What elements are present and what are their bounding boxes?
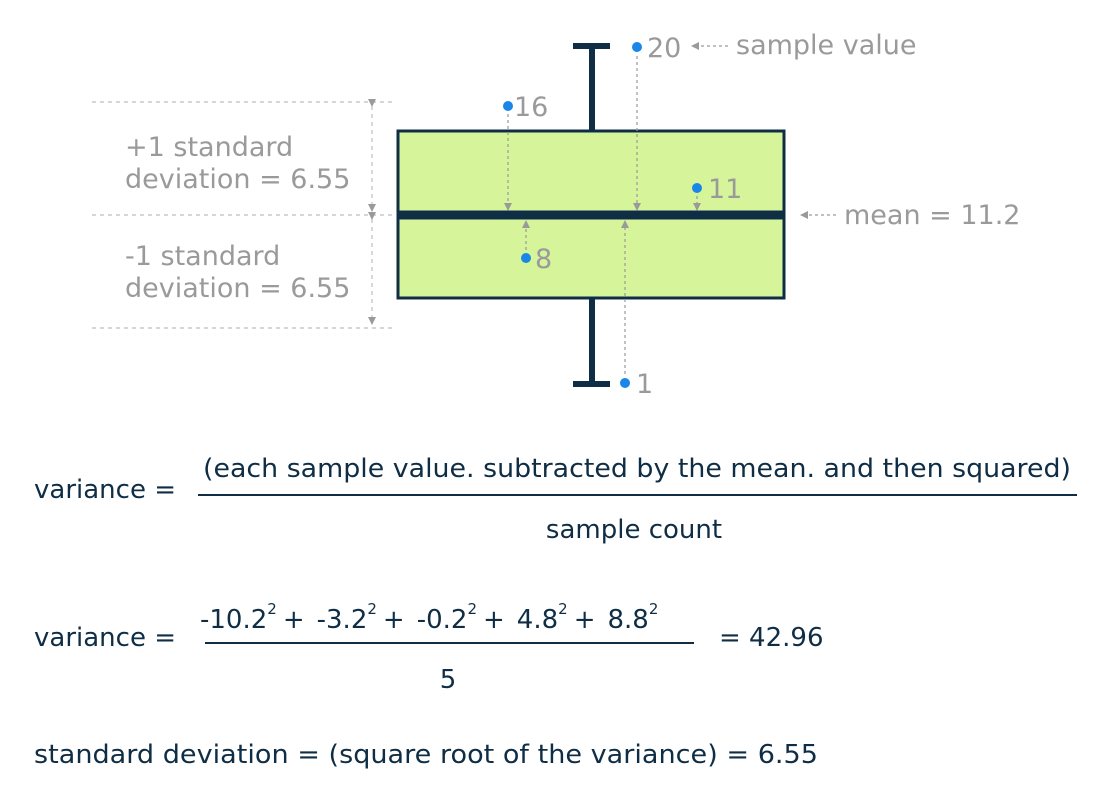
sample-label-11: 11 bbox=[708, 174, 742, 205]
sample-point-16 bbox=[503, 101, 513, 111]
sample-point-1 bbox=[620, 378, 630, 388]
term-4-exp: 2 bbox=[558, 600, 568, 618]
sample-point-8 bbox=[521, 253, 531, 263]
term-2-base: -3.2 bbox=[317, 605, 368, 635]
variance-label-2: variance = bbox=[34, 623, 176, 653]
sd-guides bbox=[92, 99, 392, 329]
sample-label-8: 8 bbox=[535, 244, 552, 275]
denominator-2: 5 bbox=[440, 665, 457, 695]
variance-formula-numeric: variance = -10.22 + -3.22 + -0.22 +4.82 +8.82 … bbox=[34, 600, 823, 695]
sample-value-annotation: sample value bbox=[736, 30, 917, 61]
variance-formula-general: variance = (each sample value. subtracte… bbox=[34, 454, 1077, 545]
variance-result: = 42.96 bbox=[719, 623, 823, 653]
numerator-2: -10.22 + -3.22 + -0.22 +4.82 +8.82 bbox=[200, 600, 658, 635]
plus-sd-label-line1: +1 standard bbox=[125, 132, 293, 163]
sample-label-1: 1 bbox=[636, 369, 653, 400]
annotations: sample value mean = 11.2 bbox=[736, 30, 1020, 231]
std-dev-formula: standard deviation = (square root of the… bbox=[34, 740, 818, 770]
term-2-exp: 2 bbox=[367, 600, 377, 618]
term-3-op: + bbox=[483, 605, 505, 635]
sample-points bbox=[503, 42, 702, 388]
deviation-arrows bbox=[504, 56, 701, 374]
denominator-1: sample count bbox=[546, 515, 722, 545]
term-1-exp: 2 bbox=[267, 600, 277, 618]
term-3-base: -0.2 bbox=[417, 605, 468, 635]
term-1-op: + bbox=[283, 605, 305, 635]
plus-sd-label-line2: deviation = 6.55 bbox=[125, 164, 350, 195]
sd-labels: +1 standard deviation = 6.55 -1 standard… bbox=[125, 132, 350, 304]
whiskers bbox=[573, 43, 610, 387]
sample-label-20: 20 bbox=[647, 33, 681, 64]
term-3-exp: 2 bbox=[467, 600, 477, 618]
minus-sd-label-line2: deviation = 6.55 bbox=[125, 273, 350, 304]
term-1-base: -10.2 bbox=[200, 605, 267, 635]
variance-label-1: variance = bbox=[34, 475, 176, 505]
term-4-base: 4.8 bbox=[517, 605, 558, 635]
minus-sd-label-line1: -1 standard bbox=[125, 241, 280, 272]
numerator-1: (each sample value. subtracted by the me… bbox=[203, 454, 1071, 484]
term-5-base: 8.8 bbox=[607, 605, 648, 635]
term-5-exp: 2 bbox=[649, 600, 659, 618]
sample-point-11 bbox=[692, 183, 702, 193]
mean-annotation: mean = 11.2 bbox=[844, 200, 1020, 231]
term-2-op: + bbox=[383, 605, 405, 635]
sample-point-20 bbox=[632, 42, 642, 52]
sample-point-labels: 20 16 11 8 1 bbox=[514, 33, 742, 400]
annotation-arrows bbox=[691, 42, 836, 219]
term-4-op: + bbox=[574, 605, 596, 635]
sample-label-16: 16 bbox=[514, 92, 548, 123]
